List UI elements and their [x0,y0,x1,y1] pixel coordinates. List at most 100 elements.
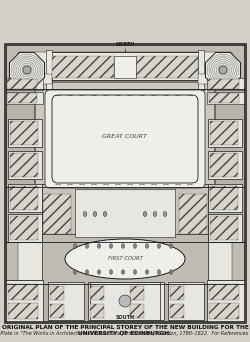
Bar [170,304,184,318]
Text: SOUTH: SOUTH [116,315,134,320]
Bar [50,286,64,300]
Bar [208,151,242,179]
Bar [8,119,42,147]
Ellipse shape [146,270,148,274]
Ellipse shape [158,270,160,274]
Ellipse shape [143,211,147,216]
Ellipse shape [83,211,87,216]
Bar [208,184,242,212]
Bar [170,286,184,300]
Ellipse shape [74,270,76,274]
Bar [128,282,164,320]
Bar [210,153,238,177]
Circle shape [219,66,227,74]
Ellipse shape [86,244,88,248]
Bar [5,44,245,322]
Bar [10,153,38,177]
Bar [208,214,242,242]
Ellipse shape [158,244,160,248]
Ellipse shape [122,270,124,274]
Bar [10,121,38,145]
Text: ORIGINAL PLAN OF THE PRINCIPAL STOREY OF THE NEW BUILDING FOR THE UNIVERSITY OF : ORIGINAL PLAN OF THE PRINCIPAL STOREY OF… [2,325,248,336]
Bar [18,52,232,312]
Bar [8,184,42,212]
Bar [207,280,245,322]
Ellipse shape [98,270,100,274]
Bar [10,186,38,210]
Circle shape [23,66,31,74]
Bar [42,184,208,242]
Text: (From the Plate in “The Works in Architecture of Robert and James Adam,” London,: (From the Plate in “The Works in Archite… [0,331,250,336]
Bar [88,282,124,320]
Bar [179,194,207,234]
Ellipse shape [170,270,172,274]
Bar [209,284,239,300]
Bar [210,186,238,210]
Ellipse shape [170,244,172,248]
Ellipse shape [134,270,136,274]
Ellipse shape [93,211,97,216]
FancyBboxPatch shape [35,82,215,196]
Bar [8,284,38,300]
Bar [42,234,208,284]
Bar [5,280,245,322]
Bar [207,92,245,104]
Bar [198,74,208,84]
Bar [205,82,245,242]
Bar [209,79,239,89]
Bar [5,44,245,322]
Bar [130,286,144,300]
Ellipse shape [163,211,167,216]
FancyBboxPatch shape [45,90,205,188]
Bar [114,56,136,78]
Bar [5,78,43,90]
Bar [42,74,52,84]
Bar [7,93,37,103]
Bar [48,282,84,320]
Ellipse shape [122,244,124,248]
Bar [90,304,104,318]
Ellipse shape [86,270,88,274]
Bar [209,303,239,319]
Circle shape [119,295,131,307]
Ellipse shape [110,244,112,248]
Ellipse shape [153,211,157,216]
Bar [5,280,43,322]
FancyBboxPatch shape [52,95,198,183]
Bar [5,92,43,104]
Ellipse shape [103,211,107,216]
Ellipse shape [56,202,68,222]
Bar [50,52,200,80]
Bar [43,194,71,234]
Bar [168,282,204,320]
Text: FIRST COURT: FIRST COURT [108,256,142,262]
Bar [52,56,114,78]
Ellipse shape [146,244,148,248]
Bar [130,304,144,318]
Bar [8,151,42,179]
Bar [46,50,52,90]
Bar [136,56,198,78]
Ellipse shape [65,239,185,279]
Bar [50,304,64,318]
Ellipse shape [134,244,136,248]
Bar [208,119,242,147]
Ellipse shape [182,202,194,222]
Bar [8,303,38,319]
Ellipse shape [98,244,100,248]
Bar [8,214,42,242]
Text: NORTH: NORTH [115,42,135,47]
Bar [5,82,45,242]
Ellipse shape [74,244,76,248]
Bar [10,216,38,240]
Bar [90,282,160,320]
Bar [210,121,238,145]
Bar [5,44,245,322]
Bar [207,78,245,90]
Text: GREAT COURT: GREAT COURT [102,134,148,140]
Bar [7,79,37,89]
Bar [75,189,175,237]
Ellipse shape [110,270,112,274]
Bar [198,50,204,90]
Bar [90,286,104,300]
